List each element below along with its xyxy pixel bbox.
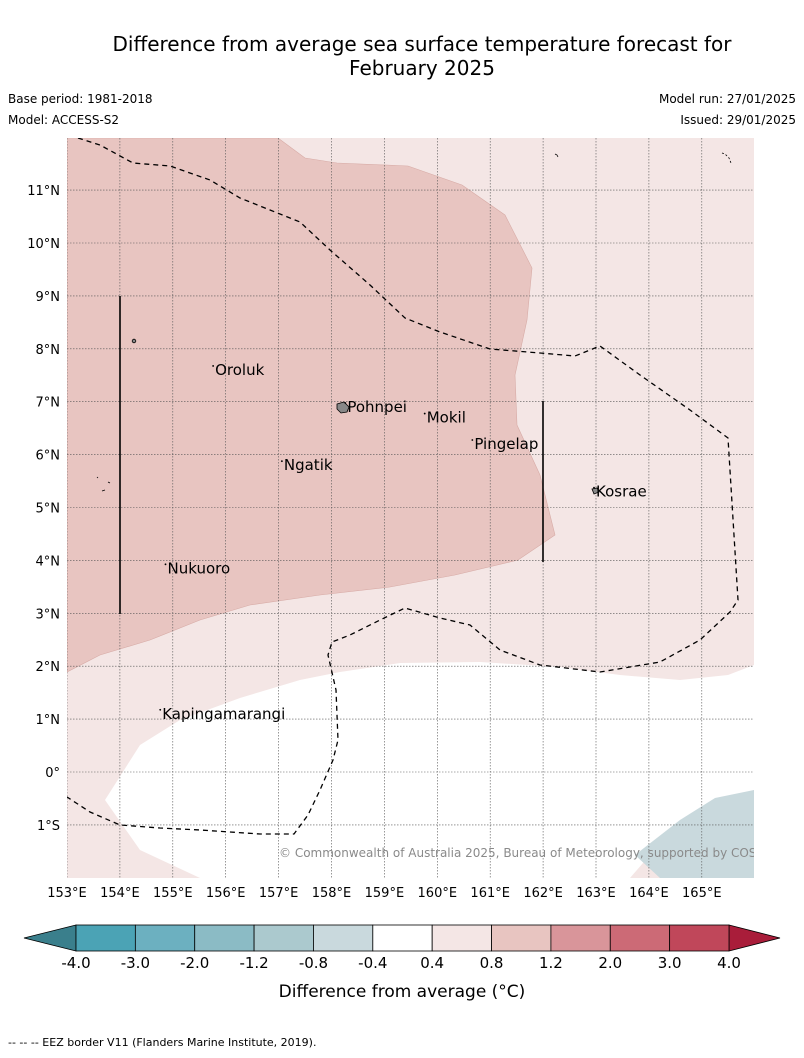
- islands: [96, 152, 732, 495]
- place-marker: [212, 365, 215, 367]
- place-marker: [344, 402, 347, 404]
- eez-footnote: -- -- -- EEZ border V11 (Flanders Marine…: [8, 1036, 317, 1049]
- colorbar-segment: [75, 924, 136, 952]
- title-line-2: February 2025: [349, 56, 495, 80]
- colorbar-tick: -2.0: [180, 954, 209, 972]
- lon-tick-label: 159°E: [365, 886, 405, 901]
- colorbar-tick: 2.0: [598, 954, 622, 972]
- colorbar-tick: 0.8: [480, 954, 504, 972]
- chart-title: Difference from average sea surface temp…: [40, 32, 804, 80]
- colorbar: [23, 924, 781, 952]
- colorbar-tick: 4.0: [717, 954, 741, 972]
- lat-tick-label: 8°N: [36, 343, 61, 358]
- colorbar-segment: [491, 924, 552, 952]
- map-plot-area: Oroluk Pohnpei Mokil Pingelap Ngatik Kosrae Nu…: [67, 138, 784, 878]
- model-name: Model: ACCESS-S2: [8, 113, 120, 127]
- lon-tick-label: 156°E: [206, 886, 246, 901]
- colorbar-label: Difference from average (°C): [279, 982, 526, 1002]
- copyright-note: © Commonwealth of Australia 2025, Bureau…: [279, 846, 784, 860]
- lat-tick-label: 4°N: [36, 554, 61, 569]
- colorbar-segment: [194, 924, 255, 952]
- kosrae-island-icon: [591, 487, 600, 495]
- colorbar-segment: [609, 924, 671, 952]
- island-icon: [554, 153, 559, 158]
- model-run: Model run: 27/01/2025: [658, 92, 796, 106]
- lat-tick-label: 11°N: [27, 184, 60, 199]
- lon-tick-label: 157°E: [259, 886, 299, 901]
- colorbar-segment: [431, 924, 492, 952]
- colorbar-under-arrow: [23, 924, 77, 952]
- colorbar-tick: 0.4: [420, 954, 444, 972]
- lat-tick-label: 2°N: [36, 660, 61, 675]
- place-marker: [423, 412, 426, 415]
- colorbar-segment: [253, 924, 314, 952]
- place-label: Nukuoro: [168, 559, 231, 577]
- colorbar-segment: [669, 924, 730, 952]
- issued-date: Issued: 29/01/2025: [680, 113, 796, 127]
- lon-tick-label: 155°E: [153, 886, 193, 901]
- lat-tick-label: 0°: [45, 766, 60, 781]
- colorbar-tick: -0.8: [299, 954, 328, 972]
- lon-tick-label: 163°E: [576, 886, 616, 901]
- island-icon: [721, 152, 732, 164]
- place-marker: [159, 708, 162, 711]
- colorbar-tick: 1.2: [539, 954, 563, 972]
- lon-tick-label: 161°E: [470, 886, 510, 901]
- lat-tick-label: 1°S: [37, 819, 60, 834]
- anomaly-band-cool: [635, 790, 754, 878]
- lon-tick-label: 153°E: [47, 886, 87, 901]
- lat-tick-label: 6°N: [36, 449, 61, 464]
- colorbar-segment: [550, 924, 611, 952]
- title-line-1: Difference from average sea surface temp…: [112, 32, 732, 56]
- place-labels: Oroluk Pohnpei Mokil Pingelap Ngatik Kosrae Nu…: [159, 361, 647, 723]
- place-label: Mokil: [427, 409, 466, 427]
- place-label: Oroluk: [215, 361, 264, 379]
- colorbar-segment: [372, 924, 433, 952]
- lon-tick-label: 158°E: [312, 886, 352, 901]
- place-label: Ngatik: [284, 456, 333, 474]
- place-marker: [164, 563, 167, 566]
- anomaly-band-neutral: [105, 662, 754, 878]
- colorbar-tick: -3.0: [121, 954, 150, 972]
- place-marker: [280, 460, 283, 463]
- place-label: Pingelap: [474, 435, 538, 453]
- place-marker: [593, 486, 595, 489]
- latitude-labels: 11°N 10°N 9°N 8°N 7°N 6°N 5°N 4°N 3°N 2°N 1°N 0° 1°S: [27, 184, 60, 834]
- colorbar-tick-labels: -4.0 -3.0 -2.0 -1.2 -0.8 -0.4 0.4 0.8 1.2 2.0 3.0 4…: [61, 954, 741, 972]
- lat-tick-label: 3°N: [36, 607, 61, 622]
- place-marker: [471, 439, 474, 441]
- lat-tick-label: 10°N: [27, 237, 60, 252]
- lon-tick-label: 154°E: [100, 886, 140, 901]
- lat-tick-label: 9°N: [36, 290, 61, 305]
- lon-tick-label: 164°E: [629, 886, 669, 901]
- island-icon: [131, 338, 137, 344]
- eez-border: [67, 138, 739, 835]
- place-label: Kapingamarangi: [162, 705, 285, 723]
- lat-tick-label: 1°N: [36, 713, 61, 728]
- lon-tick-label: 162°E: [523, 886, 563, 901]
- colorbar-tick: -0.4: [358, 954, 387, 972]
- longitude-labels: 153°E 154°E 155°E 156°E 157°E 158°E 159°E 160°E…: [47, 886, 721, 901]
- colorbar-over-arrow: [728, 924, 781, 952]
- base-period: Base period: 1981-2018: [8, 92, 153, 106]
- lat-tick-label: 5°N: [36, 502, 61, 517]
- colorbar-tick: -4.0: [61, 954, 90, 972]
- colorbar-tick: 3.0: [658, 954, 682, 972]
- lat-tick-label: 7°N: [36, 396, 61, 411]
- place-label: Pohnpei: [347, 398, 407, 416]
- pohnpei-island-icon: [336, 401, 350, 414]
- colorbar-tick: -1.2: [239, 954, 268, 972]
- lon-tick-label: 160°E: [418, 886, 458, 901]
- place-label: Kosrae: [596, 483, 647, 501]
- island-icon: [96, 476, 111, 492]
- colorbar-segment: [313, 924, 374, 952]
- lon-tick-label: 165°E: [682, 886, 722, 901]
- colorbar-segment: [134, 924, 196, 952]
